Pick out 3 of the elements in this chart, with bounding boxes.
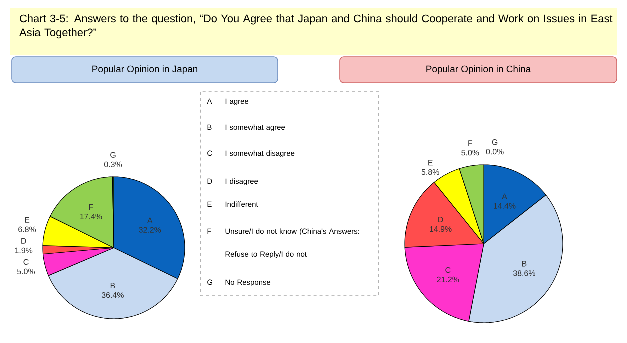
chart-title: Popular Opinion in Japan bbox=[92, 66, 198, 74]
chart-title: Popular Opinion in China bbox=[426, 66, 532, 74]
text: Chart 3-5: Answers to the question, “Do You Agree that Japan and China should Cooperate and Work on Issues in East Asia Together?” bbox=[20, 14, 613, 39]
